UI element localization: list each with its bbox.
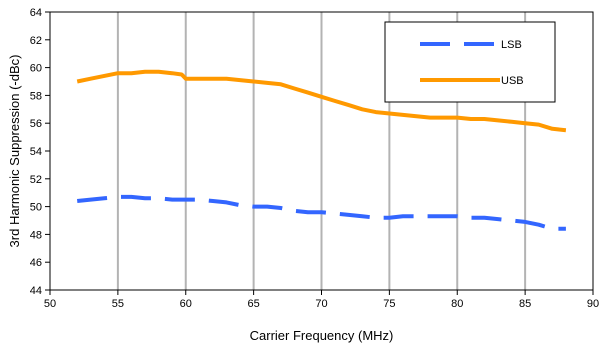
axis-ticks: 44 46 48 50 52 54 56 58 60 62 64 50 55 60 65 70 75 80 85 90 [30,7,599,310]
series-line-usb [76,69,567,133]
legend-label-usb: USB [501,75,524,87]
x-tick-label-90: 90 [587,298,599,310]
legend-box [384,21,556,103]
x-tick-label-75: 75 [383,298,395,310]
y-tick-label-46: 46 [30,257,42,269]
y-tick-label-60: 60 [30,63,42,75]
x-tick-label-80: 80 [451,298,463,310]
x-tick-label-85: 85 [519,298,531,310]
x-tick-label-50: 50 [44,298,56,310]
legend: LSB USB [384,21,556,103]
y-tick-label-58: 58 [30,90,42,102]
y-axis-title: 3rd Harmonic Suppression (-dBc) [7,55,22,248]
x-axis-title: Carrier Frequency (MHz) [250,328,394,343]
y-tick-label-50: 50 [30,202,42,214]
x-tick-label-70: 70 [315,298,327,310]
x-tick-label-55: 55 [112,298,124,310]
y-tick-label-54: 54 [30,146,42,158]
y-tick-label-48: 48 [30,229,42,241]
y-tick-label-64: 64 [30,7,42,19]
x-tick-label-65: 65 [248,298,260,310]
data-series [76,69,567,231]
y-tick-label-56: 56 [30,118,42,130]
y-tick-label-44: 44 [30,285,42,297]
legend-label-lsb: LSB [501,39,522,51]
y-tick-label-62: 62 [30,35,42,47]
y-tick-label-52: 52 [30,174,42,186]
x-tick-label-60: 60 [180,298,192,310]
series-line-lsb [76,194,566,231]
